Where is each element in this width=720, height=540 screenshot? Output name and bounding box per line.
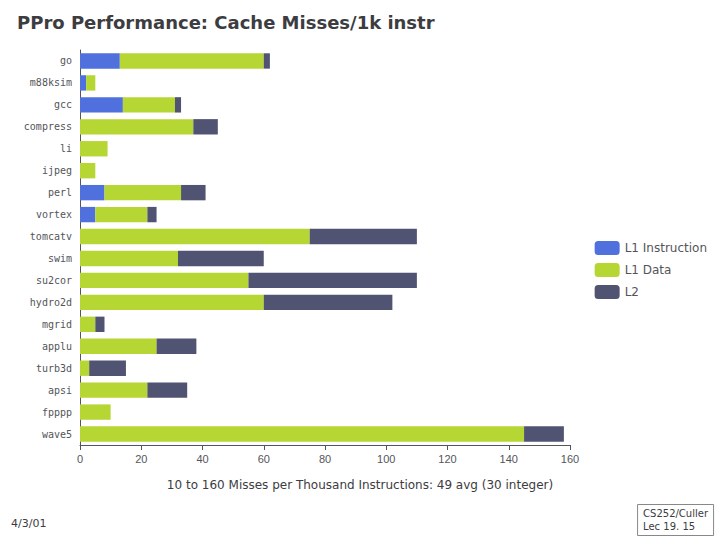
svg-text:compress: compress <box>24 121 72 132</box>
svg-text:100: 100 <box>377 453 395 465</box>
svg-text:CS252/Culler: CS252/Culler <box>643 508 709 519</box>
svg-text:L1 Data: L1 Data <box>625 263 672 277</box>
svg-text:PPro Performance: Cache Misses: PPro Performance: Cache Misses/1k instr <box>17 12 435 33</box>
svg-text:mgrid: mgrid <box>42 319 72 330</box>
svg-text:swim: swim <box>48 253 72 264</box>
svg-text:L2: L2 <box>625 285 639 299</box>
svg-text:wave5: wave5 <box>42 429 72 440</box>
svg-text:go: go <box>60 55 72 66</box>
svg-text:su2cor: su2cor <box>36 275 72 286</box>
svg-text:m88ksim: m88ksim <box>30 77 72 88</box>
svg-text:140: 140 <box>500 453 518 465</box>
svg-text:turb3d: turb3d <box>36 363 72 374</box>
svg-text:gcc: gcc <box>54 99 72 110</box>
svg-text:120: 120 <box>438 453 456 465</box>
svg-text:160: 160 <box>561 453 579 465</box>
svg-text:fpppp: fpppp <box>42 407 72 418</box>
svg-text:20: 20 <box>135 453 147 465</box>
svg-text:li: li <box>60 143 72 154</box>
svg-text:80: 80 <box>319 453 331 465</box>
svg-text:0: 0 <box>77 453 83 465</box>
svg-text:L1 Instruction: L1 Instruction <box>625 241 707 255</box>
svg-text:applu: applu <box>42 341 72 352</box>
svg-text:ijpeg: ijpeg <box>42 165 72 176</box>
svg-text:10 to 160 Misses per Thousand: 10 to 160 Misses per Thousand Instructio… <box>167 478 553 492</box>
svg-text:Lec 19. 15: Lec 19. 15 <box>643 521 695 532</box>
svg-text:4/3/01: 4/3/01 <box>11 517 46 530</box>
svg-text:vortex: vortex <box>36 209 72 220</box>
svg-text:60: 60 <box>258 453 270 465</box>
svg-text:40: 40 <box>196 453 208 465</box>
svg-text:perl: perl <box>48 187 72 198</box>
svg-text:tomcatv: tomcatv <box>30 231 72 242</box>
svg-text:hydro2d: hydro2d <box>30 297 72 308</box>
svg-text:apsi: apsi <box>48 385 72 396</box>
